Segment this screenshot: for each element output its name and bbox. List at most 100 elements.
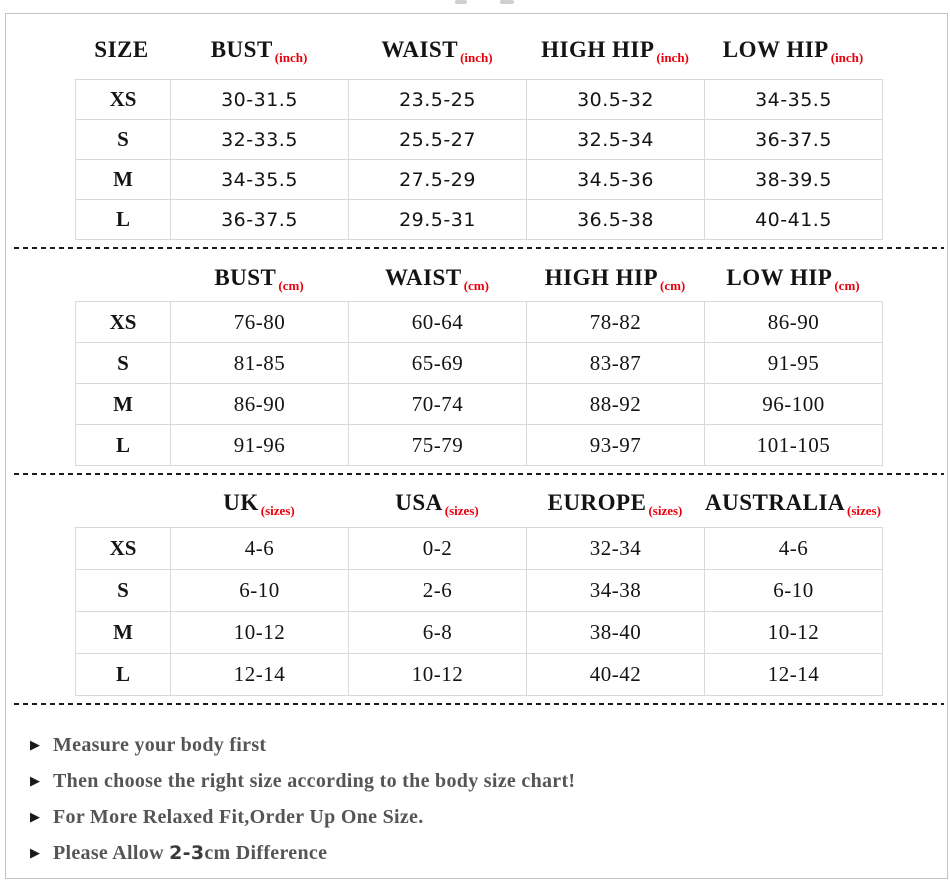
value-cell: 78-82: [526, 301, 705, 343]
column-header-label: WAIST: [381, 37, 459, 62]
column-header-high-hip: HIGH HIP (cm): [526, 265, 704, 293]
value-cell: 70-74: [348, 383, 527, 425]
table-row: S 32-33.5 25.5-27 32.5-34 36-37.5: [75, 119, 883, 160]
column-header-usa: USA (sizes): [348, 490, 526, 518]
column-header-unit: (inch): [460, 50, 493, 65]
value-cell: 81-85: [170, 342, 349, 384]
size-cell: L: [75, 424, 171, 466]
size-cell: S: [75, 342, 171, 384]
value-cell: 101-105: [704, 424, 883, 466]
value-cell: 30.5-32: [526, 79, 705, 120]
list-item: ▶ Measure your body first: [30, 727, 910, 763]
value-cell: 4-6: [704, 527, 883, 570]
table-row: S 6-10 2-6 34-38 6-10: [75, 569, 883, 612]
column-header-unit: (cm): [660, 278, 686, 293]
table-row: M 34-35.5 27.5-29 34.5-36 38-39.5: [75, 159, 883, 200]
header-row-cm: BUST (cm) WAIST (cm) HIGH HIP (cm) LOW HIP(…: [75, 256, 882, 300]
value-cell: 10-12: [348, 653, 527, 696]
column-header-unit: (cm): [834, 278, 860, 293]
table-row: M 86-90 70-74 88-92 96-100: [75, 383, 883, 425]
value-cell: 34.5-36: [526, 159, 705, 200]
value-cell: 34-38: [526, 569, 705, 612]
column-header-bust: BUST (cm): [170, 265, 348, 293]
size-table-inch: XS 30-31.5 23.5-25 30.5-32 34-35.5 S 32-…: [75, 79, 883, 240]
value-cell: 10-12: [704, 611, 883, 654]
column-header-label: HIGH HIP: [544, 265, 658, 290]
value-cell: 36.5-38: [526, 199, 705, 240]
column-header-unit: (inch): [830, 50, 864, 65]
column-header-label: EUROPE: [547, 490, 647, 515]
size-table-cm: XS 76-80 60-64 78-82 86-90 S 81-85 65-69…: [75, 301, 883, 466]
value-cell: 23.5-25: [348, 79, 527, 120]
column-header-uk: UK (sizes): [170, 490, 348, 518]
value-cell: 38-39.5: [704, 159, 883, 200]
cropped-title-remnant: [500, 0, 514, 4]
value-cell: 86-90: [170, 383, 349, 425]
table-row: XS 76-80 60-64 78-82 86-90: [75, 301, 883, 343]
triangle-bullet-icon: ▶: [30, 773, 40, 789]
table-row: XS 4-6 0-2 32-34 4-6: [75, 527, 883, 570]
column-header-label: AUSTRALIA: [705, 490, 846, 515]
column-header-label: HIGH HIP: [541, 37, 655, 62]
value-cell: 36-37.5: [170, 199, 349, 240]
column-header-label: SIZE: [94, 37, 149, 62]
value-cell: 76-80: [170, 301, 349, 343]
value-cell: 86-90: [704, 301, 883, 343]
value-cell: 29.5-31: [348, 199, 527, 240]
dashed-divider: [14, 247, 944, 249]
note-text: Then choose the right size according to …: [53, 769, 576, 792]
value-cell: 6-8: [348, 611, 527, 654]
column-header-label: BUST: [214, 265, 277, 290]
value-cell: 40-41.5: [704, 199, 883, 240]
dashed-divider: [14, 703, 944, 705]
value-cell: 83-87: [526, 342, 705, 384]
dashed-divider: [14, 473, 944, 475]
column-header-unit: (sizes): [260, 503, 295, 518]
size-table-international: XS 4-6 0-2 32-34 4-6 S 6-10 2-6 34-38 6-…: [75, 527, 883, 696]
note-text: Measure your body first: [53, 733, 267, 756]
header-row-inch: SIZE BUST (inch) WAIST (inch) HIGH HIP (inc…: [75, 28, 882, 72]
column-header-label: LOW HIP: [726, 265, 833, 290]
column-header-low-hip: LOW HIP (cm): [704, 265, 882, 293]
value-cell: 88-92: [526, 383, 705, 425]
column-header-label: LOW HIP: [722, 37, 829, 62]
table-row: XS 30-31.5 23.5-25 30.5-32 34-35.5: [75, 79, 883, 120]
triangle-bullet-icon: ▶: [30, 737, 40, 753]
column-header-low-hip: LOW HIP (inch): [704, 37, 882, 65]
column-header-label: WAIST: [385, 265, 462, 290]
value-cell: 10-12: [170, 611, 349, 654]
column-header-high-hip: HIGH HIP (inch): [526, 37, 704, 65]
column-header-waist: WAIST (cm): [348, 265, 526, 293]
table-row: M 10-12 6-8 38-40 10-12: [75, 611, 883, 654]
size-cell: M: [75, 383, 171, 425]
value-cell: 40-42: [526, 653, 705, 696]
list-item: ▶ Then choose the right size according t…: [30, 763, 910, 799]
value-cell: 32.5-34: [526, 119, 705, 160]
column-header-label: USA: [395, 490, 443, 515]
note-text-suffix: cm Difference: [204, 841, 328, 864]
column-header-label: BUST: [210, 37, 273, 62]
size-cell: M: [75, 611, 171, 654]
header-row-sizes: UK (sizes) USA (sizes) EUROPE (sizes) AUSTR…: [75, 481, 882, 525]
note-text: Please Allow 2-3cm Difference: [53, 842, 327, 865]
column-header-unit: (sizes): [847, 503, 881, 518]
value-cell: 65-69: [348, 342, 527, 384]
size-cell: XS: [75, 527, 171, 570]
value-cell: 60-64: [348, 301, 527, 343]
column-header-unit: (inch): [274, 50, 308, 65]
value-cell: 4-6: [170, 527, 349, 570]
value-cell: 30-31.5: [170, 79, 349, 120]
value-cell: 32-33.5: [170, 119, 349, 160]
value-cell: 12-14: [170, 653, 349, 696]
value-cell: 27.5-29: [348, 159, 527, 200]
value-cell: 75-79: [348, 424, 527, 466]
value-cell: 6-10: [170, 569, 349, 612]
value-cell: 0-2: [348, 527, 527, 570]
size-cell: L: [75, 653, 171, 696]
value-cell: 38-40: [526, 611, 705, 654]
note-highlight: 2-3: [169, 841, 205, 864]
size-cell: L: [75, 199, 171, 240]
value-cell: 96-100: [704, 383, 883, 425]
value-cell: 25.5-27: [348, 119, 527, 160]
